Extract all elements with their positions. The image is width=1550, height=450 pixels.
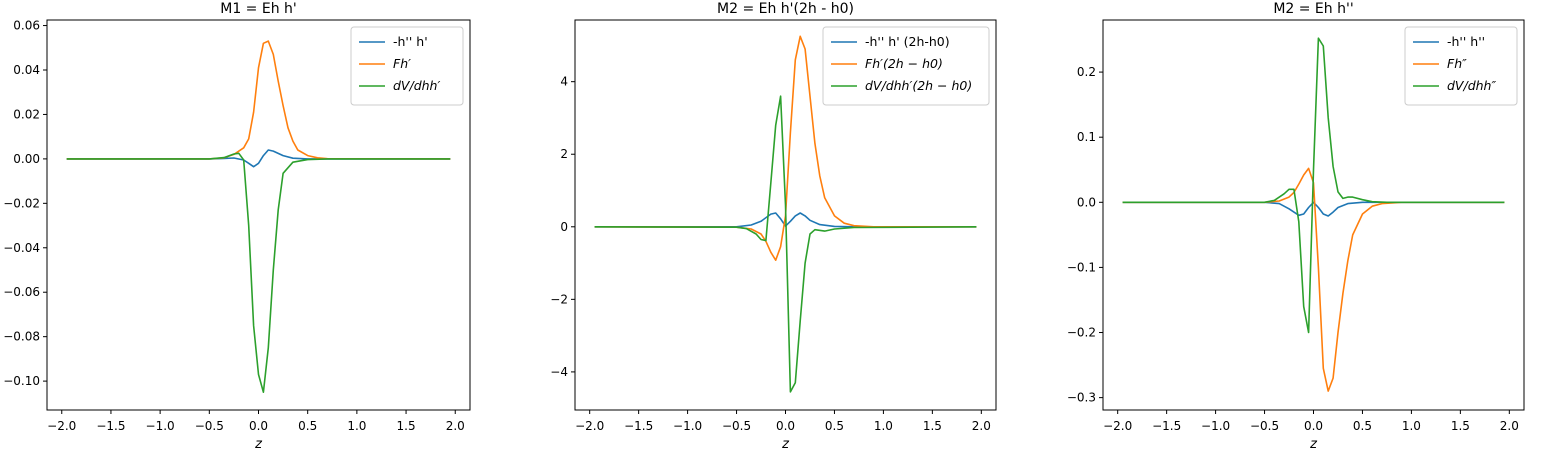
series-line-2 [1122,167,1505,392]
y-tick-label: −0.06 [3,285,40,299]
x-axis-label: z [254,437,263,450]
chart-panel-2: M2 = Eh h'(2h - h0) −2.0 −1.5 −1.0 −0.5 0.0 0.… [550,1,997,450]
x-tick-label: 2.0 [446,419,465,433]
legend-box [822,26,990,106]
y-tick-label: 0.06 [13,19,40,33]
x-tick-label: −1.0 [673,419,702,433]
legend-entry-label: -h'' h' [393,34,428,49]
x-tick-label: 1.0 [1402,419,1421,433]
legend-entry-label: -h'' h' (2h-h0) [865,34,950,49]
x-tick-label: −2.0 [1103,419,1132,433]
x-tick-label: −2.0 [575,419,604,433]
y-tick-label: −0.08 [3,330,40,344]
y-tick-label: −0.02 [3,196,40,210]
legend-entry-label: Fh′(2h − h0) [865,56,943,71]
x-tick-label: −1.0 [146,419,175,433]
x-axis-label: z [1309,437,1318,450]
series-line-3 [594,95,977,393]
y-tick-label: 0.02 [13,107,40,121]
legend-entry-label: dV/dhh″ [1447,78,1496,93]
y-tick-label: −0.1 [1067,260,1096,274]
legend-entry-label: Fh′ [393,56,411,71]
y-tick-label: 0.0 [1077,195,1096,209]
x-tick-label: 0.0 [776,419,795,433]
chart-panel-3: M2 = Eh h'' −2.0 −1.5 −1.0 −0.5 0.0 0.5 1.0 1.5 2… [1067,1,1525,450]
x-tick-label: 1.0 [874,419,893,433]
y-tick-label: 0.2 [1077,65,1096,79]
series-line-1 [66,149,451,168]
series-line-1 [594,212,977,228]
y-tick-label: 0.1 [1077,130,1096,144]
x-tick-label: 1.5 [1451,419,1470,433]
series-line-2 [594,35,977,262]
x-tick-label: −1.5 [96,419,125,433]
x-tick-label: 2.0 [972,419,991,433]
chart-title: M2 = Eh h'(2h - h0) [717,1,854,17]
y-tick-label: −0.04 [3,241,40,255]
legend-entry-label: dV/dhh′(2h − h0) [865,78,972,93]
series-line-1 [1122,201,1505,217]
x-tick-label: 1.0 [347,419,366,433]
x-tick-label: 0.5 [825,419,844,433]
y-tick-label: 0.00 [13,152,40,166]
y-tick-label: −0.10 [3,374,40,388]
x-tick-label: 0.5 [298,419,317,433]
y-tick-label: 0 [560,220,568,234]
x-tick-label: −1.5 [1152,419,1181,433]
legend-entry-label: dV/dhh′ [393,78,440,93]
chart-panel-1: M1 = Eh h' −2.0 −1.5 −1.0 −0.5 0.0 0.5 1.0 1.5 2.… [3,1,471,450]
x-tick-label: 1.5 [923,419,942,433]
y-tick-label: −0.2 [1067,326,1096,340]
y-tick-label: −0.3 [1067,391,1096,405]
chart-title: M1 = Eh h' [220,1,297,17]
x-tick-label: 2.0 [1500,419,1519,433]
x-tick-label: 1.5 [397,419,416,433]
legend-entry-label: -h'' h'' [1447,34,1485,49]
x-axis-label: z [781,437,790,450]
x-tick-label: −0.5 [722,419,751,433]
x-tick-label: −1.5 [624,419,653,433]
series-line-3 [1122,37,1505,334]
legend: -h'' h' (2h-h0) Fh′(2h − h0) dV/dhh′(2h − … [822,26,990,106]
chart-title: M2 = Eh h'' [1273,1,1353,17]
legend-entry-label: Fh″ [1447,56,1467,71]
legend: -h'' h'' Fh″ dV/dhh″ [1404,26,1518,106]
x-tick-label: −2.0 [47,419,76,433]
y-tick-label: 4 [560,75,568,89]
y-tick-label: 2 [560,147,568,161]
legend: -h'' h' Fh′ dV/dhh′ [350,26,464,106]
x-tick-label: −0.5 [195,419,224,433]
x-tick-label: −0.5 [1250,419,1279,433]
x-tick-label: 0.5 [1353,419,1372,433]
y-tick-label: −4 [550,365,568,379]
y-tick-label: −2 [550,292,568,306]
x-tick-label: 0.0 [249,419,268,433]
x-tick-label: 0.0 [1304,419,1323,433]
x-tick-label: −1.0 [1201,419,1230,433]
y-tick-label: 0.04 [13,63,40,77]
series-line-3 [66,152,451,394]
